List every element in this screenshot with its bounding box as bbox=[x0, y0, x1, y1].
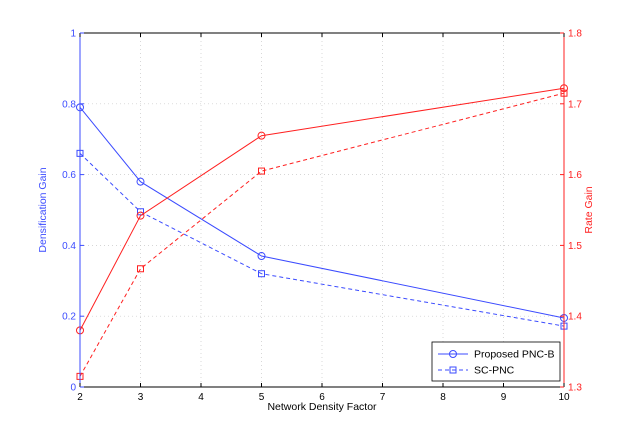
right-y-tick-label: 1.8 bbox=[568, 29, 582, 40]
left-y-tick-label: 0.8 bbox=[62, 99, 76, 110]
right-y-tick-label: 1.3 bbox=[568, 383, 582, 394]
right-y-tick-label: 1.6 bbox=[568, 170, 582, 181]
data-point-circle bbox=[257, 131, 266, 140]
series-line-left-dashed bbox=[79, 153, 565, 327]
grid-lines bbox=[80, 33, 564, 387]
x-tick-label: 2 bbox=[77, 392, 83, 403]
legend-label-proposed: Proposed PNC-B bbox=[474, 349, 555, 361]
x-tick-label: 9 bbox=[501, 392, 507, 403]
x-tick-label: 10 bbox=[558, 392, 570, 403]
x-tick-label: 5 bbox=[259, 392, 265, 403]
x-tick-label: 4 bbox=[198, 392, 204, 403]
data-point-square bbox=[137, 208, 144, 216]
legend: Proposed PNC-B SC-PNC bbox=[431, 341, 561, 382]
data-point-circle bbox=[136, 211, 145, 220]
right-y-tick-label: 1.7 bbox=[568, 99, 582, 110]
data-point-circle bbox=[257, 252, 266, 261]
legend-label-sc-pnc: SC-PNC bbox=[474, 365, 515, 377]
data-point-square bbox=[258, 167, 265, 175]
data-point-square bbox=[137, 265, 144, 273]
legend-circle-marker-icon bbox=[449, 350, 457, 358]
x-axis-label: Network Density Factor bbox=[267, 401, 377, 413]
data-point-square bbox=[258, 270, 265, 278]
left-y-tick-label: 0.2 bbox=[62, 312, 76, 323]
right-y-axis-label: Rate Gain bbox=[583, 186, 595, 233]
left-y-tick-label: 0.6 bbox=[62, 170, 76, 181]
left-y-tick-label: 0 bbox=[70, 383, 76, 394]
legend-square-marker-icon bbox=[449, 366, 457, 374]
left-y-tick-label: 1 bbox=[70, 29, 76, 40]
series-line-left-solid bbox=[79, 106, 565, 319]
right-y-tick-label: 1.4 bbox=[568, 312, 582, 323]
x-tick-label: 7 bbox=[380, 392, 386, 403]
series-line-right-dashed bbox=[79, 92, 565, 377]
left-y-axis-label: Densification Gain bbox=[37, 167, 49, 252]
x-tick-label: 3 bbox=[138, 392, 144, 403]
axes: 2 3 4 5 6 7 8 9 10 0 0.2 0.4 0.6 0.8 1 1.3 1.4 1.5 1.6 1.7 1… bbox=[62, 29, 582, 404]
legend-box bbox=[431, 341, 561, 382]
x-tick-label: 8 bbox=[440, 392, 446, 403]
right-y-tick-label: 1.5 bbox=[568, 241, 582, 252]
x-tick-label: 6 bbox=[319, 392, 325, 403]
left-y-tick-label: 0.4 bbox=[62, 241, 76, 252]
series-line-right-solid bbox=[79, 87, 565, 331]
data-point-circle bbox=[136, 177, 145, 186]
